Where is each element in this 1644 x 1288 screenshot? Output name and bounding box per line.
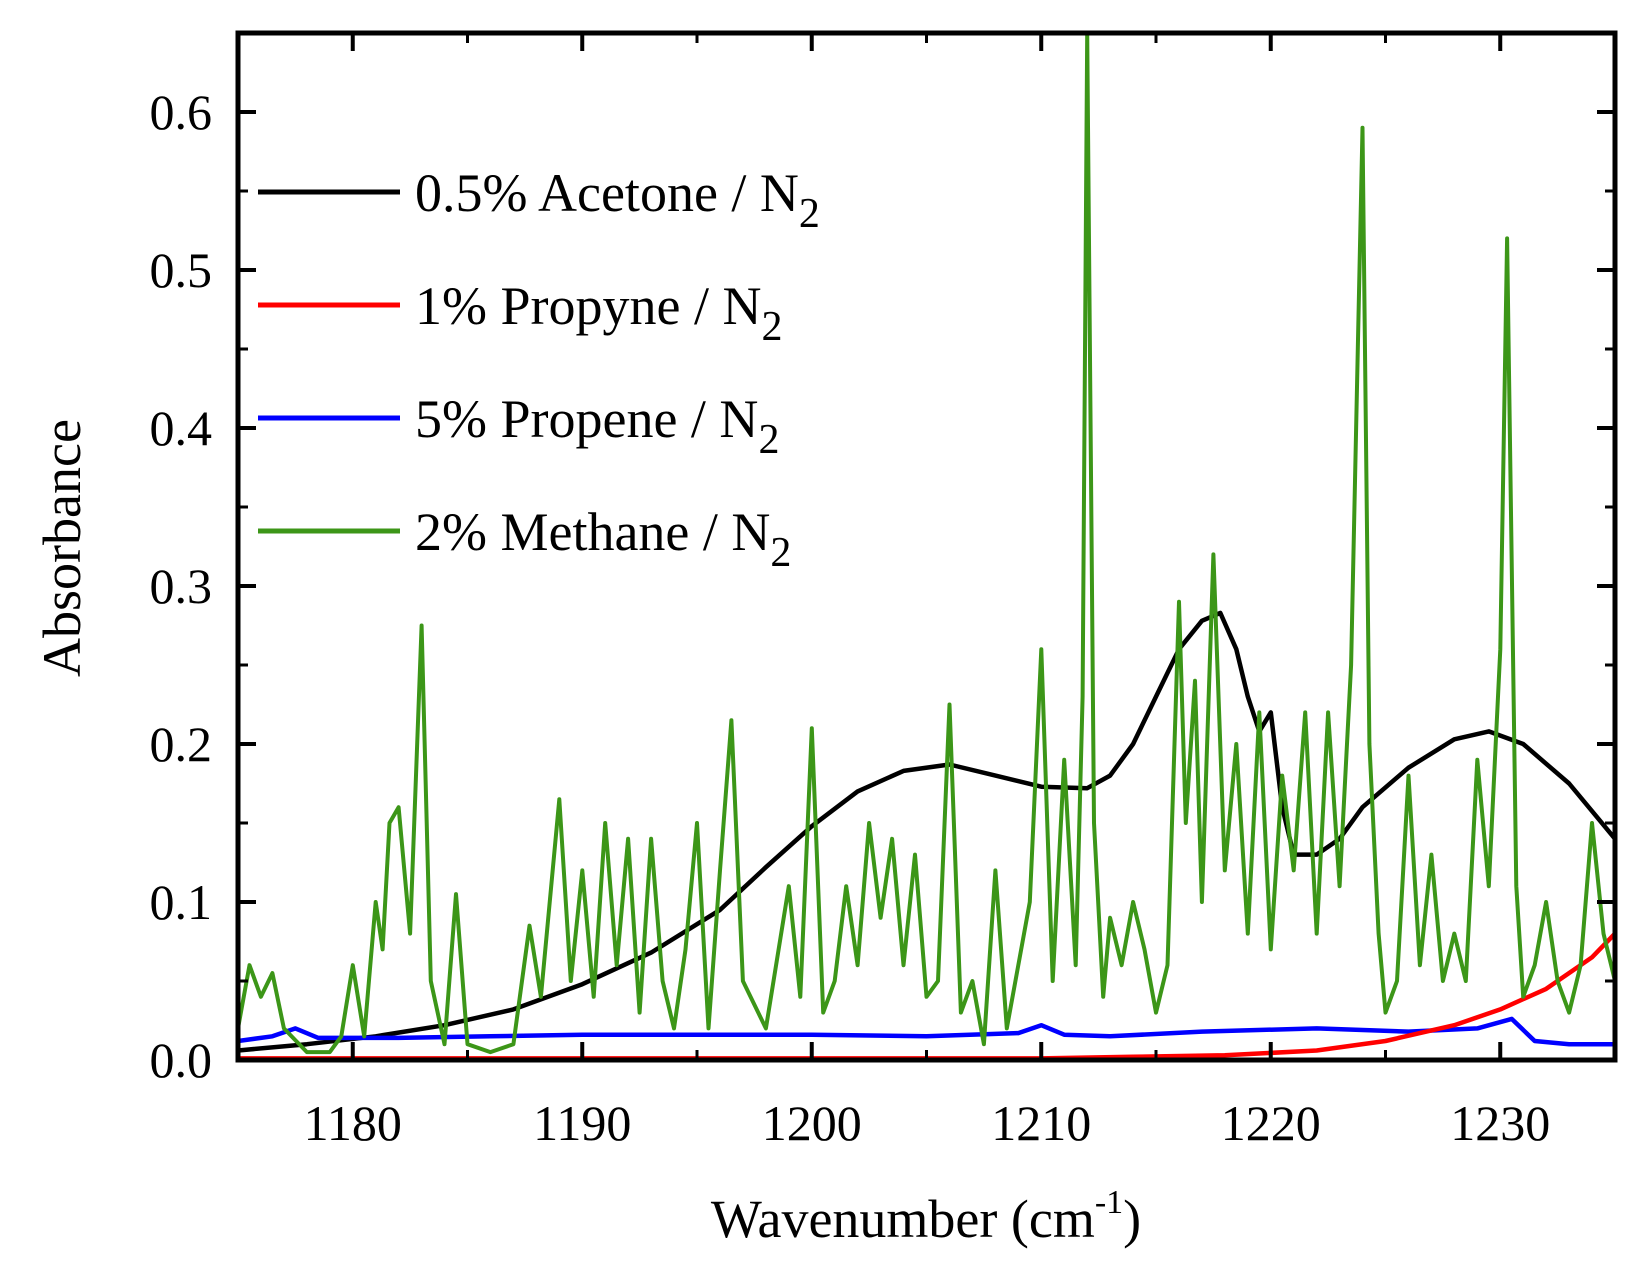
- x-tick-label: 1210: [991, 1095, 1091, 1151]
- x-axis-title-text: Wavenumber (cm: [711, 1189, 1095, 1249]
- legend-label-methane: 2% Methane / N2: [415, 502, 791, 576]
- y-tick-label: 0.4: [150, 400, 213, 456]
- y-axis-title: Absorbance: [32, 419, 92, 677]
- y-tick-label: 0.1: [150, 874, 213, 930]
- x-tick-label: 1180: [304, 1095, 402, 1151]
- series-line-propene: [238, 1016, 1615, 1047]
- legend-label-acetone: 0.5% Acetone / N2: [415, 163, 820, 237]
- legend-label-text: 2% Methane / N: [415, 502, 770, 562]
- y-tick-label: 0.6: [150, 84, 213, 140]
- legend-label-subscript: 2: [770, 530, 791, 576]
- legend-label-text: 5% Propene / N: [415, 389, 758, 449]
- legend-label-propyne: 1% Propyne / N2: [415, 276, 782, 350]
- legend-label-subscript: 2: [758, 417, 779, 463]
- legend-label-subscript: 2: [799, 191, 820, 237]
- legend-label-text: 1% Propyne / N: [415, 276, 761, 336]
- series-line-acetone: [238, 610, 1615, 1053]
- x-tick-label: 1200: [762, 1095, 862, 1151]
- x-tick-label: 1230: [1450, 1095, 1550, 1151]
- y-tick-label: 0.3: [150, 558, 213, 614]
- plot-frame: [235, 30, 1618, 1063]
- x-axis-title-superscript: -1: [1095, 1184, 1123, 1221]
- series-layer: [238, 33, 1615, 1060]
- series-line-methane: [238, 33, 1615, 1055]
- ticks-layer: 1180 1190 1200 1210 1220 1230 0.0 0.1 0.2 0.3 0.4 0…: [150, 31, 1617, 1151]
- y-tick-label: 0.5: [150, 242, 213, 298]
- y-tick-label: 0.2: [150, 716, 213, 772]
- x-tick-label: 1190: [533, 1095, 631, 1151]
- x-axis-title-suffix: ): [1123, 1189, 1141, 1249]
- y-tick-label: 0.0: [150, 1032, 213, 1088]
- legend-label-subscript: 2: [761, 304, 782, 350]
- x-tick-label: 1220: [1221, 1095, 1321, 1151]
- series-line-propyne: [238, 932, 1615, 1060]
- x-axis-title: Wavenumber (cm-1): [711, 1184, 1141, 1249]
- legend: 0.5% Acetone / N21% Propyne / N25% Prope…: [258, 163, 820, 576]
- legend-label-text: 0.5% Acetone / N: [415, 163, 799, 223]
- legend-label-propene: 5% Propene / N2: [415, 389, 779, 463]
